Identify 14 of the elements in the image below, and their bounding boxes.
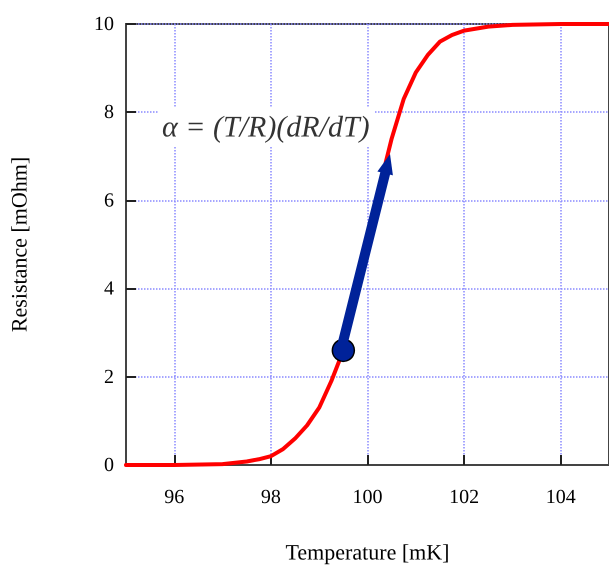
y-axis-title: Resistance [mOhm] — [6, 156, 32, 332]
annotation: α = (T/R)(dR/dT) — [162, 110, 370, 144]
y-tick-label: 2 — [104, 366, 114, 388]
x-axis-title: Temperature [mK] — [286, 540, 450, 564]
x-tick-label: 96 — [164, 486, 184, 508]
y-tick-label: 6 — [104, 189, 114, 212]
x-tick-label: 104 — [546, 486, 576, 508]
x-tick-label: 102 — [449, 486, 480, 508]
y-tick-label: 0 — [104, 454, 114, 476]
y-tick-label: 8 — [104, 101, 114, 124]
x-tick-label: 100 — [352, 486, 382, 508]
y-tick-label: 10 — [94, 13, 114, 35]
x-tick-label: 98 — [260, 486, 281, 508]
y-tick-label: 4 — [104, 278, 114, 300]
